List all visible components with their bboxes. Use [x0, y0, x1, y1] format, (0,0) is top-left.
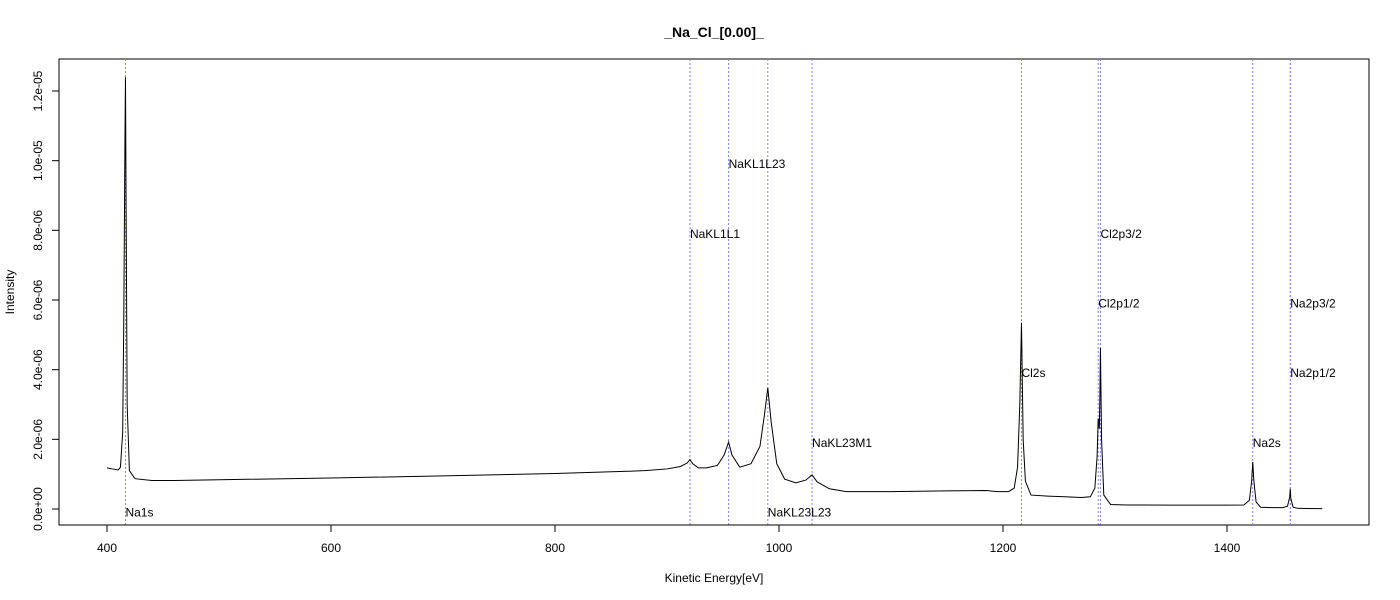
y-tick-label-2: 4.0e-06 — [31, 349, 45, 390]
y-tick-label-4: 8.0e-06 — [31, 210, 45, 251]
peak-label-2: NaKL1L23 — [729, 157, 786, 171]
peak-markers — [124, 59, 1291, 525]
spectrum-line — [106, 77, 1323, 510]
peak-label-1: NaKL1L1 — [690, 227, 740, 241]
chart-title: _Na_Cl_[0.00]_ — [663, 24, 764, 40]
x-tick-label-5: 1400 — [1214, 541, 1241, 555]
peak-label-0: Na1s — [125, 505, 153, 519]
peak-label-9: Na2p1/2 — [1290, 366, 1336, 380]
y-tick-label-0: 0.0e+00 — [31, 487, 45, 531]
peak-label-3: NaKL23L23 — [768, 505, 832, 519]
x-tick-label-2: 800 — [545, 541, 565, 555]
x-tick-label-4: 1200 — [990, 541, 1017, 555]
x-axis-label: Kinetic Energy[eV] — [665, 571, 764, 585]
y-tick-label-6: 1.2e-05 — [31, 70, 45, 111]
y-tick-label-1: 2.0e-06 — [31, 419, 45, 460]
x-tick-label-0: 400 — [97, 541, 117, 555]
x-tick-label-3: 1000 — [766, 541, 793, 555]
peak-labels: Na1s NaKL1L1 NaKL1L23 NaKL23L23 NaKL23M1 Cl2s… — [125, 157, 1335, 519]
peak-label-8: Na2s — [1253, 436, 1281, 450]
y-axis: 0.0e+00 2.0e-06 4.0e-06 6.0e-06 8.0e-06 1.0e-… — [31, 70, 60, 531]
y-axis-label: Intensity — [3, 270, 17, 315]
y-tick-label-3: 6.0e-06 — [31, 279, 45, 320]
plot-frame — [58, 58, 1370, 526]
y-tick-label-5: 1.0e-05 — [31, 140, 45, 181]
peak-label-5: Cl2s — [1021, 366, 1045, 380]
x-axis: 400 600 800 1000 1200 1400 — [97, 524, 1241, 555]
peak-label-7: Cl2p3/2 — [1100, 227, 1142, 241]
peak-label-4: NaKL23M1 — [812, 436, 872, 450]
peak-label-6: Cl2p1/2 — [1098, 296, 1140, 310]
x-tick-label-1: 600 — [321, 541, 341, 555]
peak-label-10: Na2p3/2 — [1290, 296, 1336, 310]
